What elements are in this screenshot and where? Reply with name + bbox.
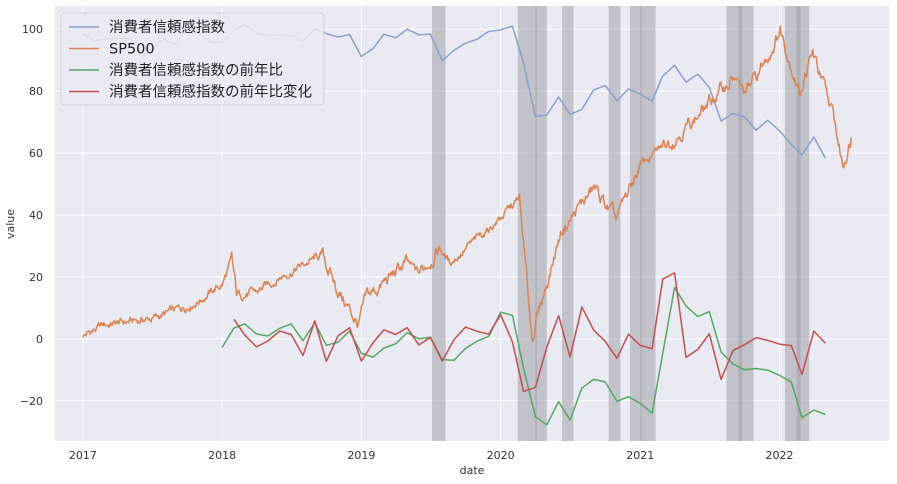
y-tick-label: 0 [36, 333, 43, 346]
legend-label: 消費者信頼感指数 [109, 19, 225, 36]
legend-label: 消費者信頼感指数の前年比 [109, 62, 283, 79]
legend-label: SP500 [109, 42, 155, 58]
shaded-region [609, 6, 621, 441]
y-axis-label: value [4, 209, 17, 239]
y-tick-label: 60 [29, 147, 43, 160]
y-tick-label: 80 [29, 85, 43, 98]
shaded-region [630, 6, 642, 441]
y-tick-label: −20 [20, 395, 43, 408]
legend-label: 消費者信頼感指数の前年比変化 [109, 84, 312, 101]
x-tick-label: 2018 [208, 449, 236, 462]
x-tick-label: 2017 [69, 449, 97, 462]
y-tick-label: 100 [22, 23, 43, 36]
x-tick-label: 2019 [347, 449, 375, 462]
shaded-region [640, 6, 655, 441]
x-tick-label: 2021 [626, 449, 654, 462]
y-tick-label: 20 [29, 271, 43, 284]
x-axis-label: date [460, 464, 485, 477]
x-tick-label: 2022 [766, 449, 794, 462]
shaded-region [432, 6, 446, 441]
x-tick-label: 2020 [487, 449, 515, 462]
shaded-region [535, 6, 546, 441]
y-tick-label: 40 [29, 209, 43, 222]
shaded-region [738, 6, 753, 441]
